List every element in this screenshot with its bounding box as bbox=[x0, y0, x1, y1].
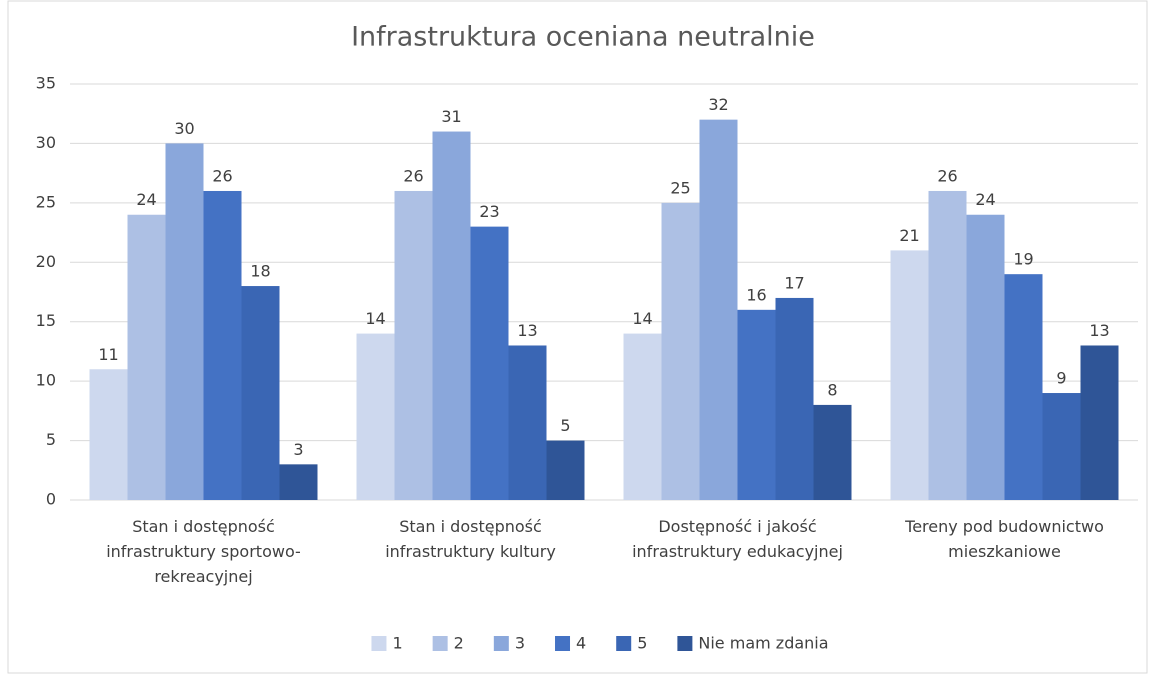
bar bbox=[775, 297, 814, 500]
bar bbox=[966, 214, 1005, 500]
data-label: 17 bbox=[784, 273, 804, 292]
x-tick-label: Tereny pod budownictwo mieszkaniowe bbox=[905, 517, 1104, 561]
x-tick-label: Stan i dostępność infrastruktury sportow… bbox=[106, 517, 301, 586]
legend-swatch bbox=[616, 636, 632, 651]
bar bbox=[89, 369, 128, 500]
y-tick-label: 5 bbox=[46, 430, 56, 449]
legend-swatch bbox=[432, 636, 448, 651]
data-label: 24 bbox=[136, 190, 156, 209]
bar bbox=[127, 214, 166, 500]
legend-label: 4 bbox=[576, 634, 586, 653]
data-label: 23 bbox=[479, 202, 499, 221]
data-label: 13 bbox=[1089, 321, 1109, 340]
data-label: 19 bbox=[1013, 250, 1033, 269]
data-label: 16 bbox=[746, 285, 766, 304]
legend-swatch bbox=[493, 636, 509, 651]
bar bbox=[737, 309, 776, 500]
data-label: 14 bbox=[632, 309, 652, 328]
data-label: 26 bbox=[212, 166, 232, 185]
bar bbox=[508, 345, 547, 500]
legend-swatch bbox=[371, 636, 387, 651]
y-tick-label: 35 bbox=[36, 74, 56, 93]
legend-label: 2 bbox=[454, 634, 464, 653]
y-tick-label: 15 bbox=[36, 311, 56, 330]
data-label: 26 bbox=[403, 166, 423, 185]
legend-label: 3 bbox=[515, 634, 525, 653]
data-label: 31 bbox=[441, 107, 461, 126]
data-label: 9 bbox=[1056, 369, 1066, 388]
legend-swatch bbox=[677, 636, 693, 651]
bar bbox=[165, 143, 204, 500]
bar bbox=[203, 190, 242, 500]
bar bbox=[394, 190, 433, 500]
chart-title: Infrastruktura oceniana neutralnie bbox=[351, 22, 815, 53]
legend-swatch bbox=[555, 636, 571, 651]
bar bbox=[432, 131, 471, 501]
legend-label: 5 bbox=[637, 634, 647, 653]
legend-label: 1 bbox=[392, 634, 402, 653]
data-label: 18 bbox=[250, 262, 270, 281]
data-label: 32 bbox=[708, 95, 728, 114]
bar bbox=[279, 464, 318, 500]
legend: 1 2 3 4 5 Nie mam zdania bbox=[371, 634, 829, 653]
bar bbox=[623, 333, 662, 500]
bar bbox=[546, 440, 585, 500]
bar bbox=[470, 226, 509, 500]
y-tick-label: 0 bbox=[46, 490, 56, 509]
data-label: 8 bbox=[827, 380, 837, 399]
data-label: 21 bbox=[899, 226, 919, 245]
bar bbox=[356, 333, 395, 500]
legend-label: Nie mam zdania bbox=[698, 634, 828, 653]
data-label: 30 bbox=[174, 119, 194, 138]
y-tick-label: 20 bbox=[36, 252, 56, 271]
x-tick-label: Stan i dostępność infrastruktury kultury bbox=[385, 517, 556, 561]
bar bbox=[661, 202, 700, 500]
bar bbox=[241, 286, 280, 500]
data-label: 11 bbox=[98, 345, 118, 364]
bar bbox=[890, 250, 929, 500]
y-tick-label: 30 bbox=[36, 133, 56, 152]
bar bbox=[1004, 274, 1043, 500]
y-tick-label: 25 bbox=[36, 192, 56, 211]
data-label: 14 bbox=[365, 309, 385, 328]
bar bbox=[1080, 345, 1119, 500]
data-label: 26 bbox=[937, 166, 957, 185]
data-label: 24 bbox=[975, 190, 995, 209]
data-label: 25 bbox=[670, 178, 690, 197]
bar bbox=[699, 119, 738, 501]
data-label: 5 bbox=[560, 416, 570, 435]
data-label: 3 bbox=[293, 440, 303, 459]
x-tick-label: Dostępność i jakość infrastruktury eduka… bbox=[632, 517, 843, 561]
bar bbox=[928, 190, 967, 500]
data-label: 13 bbox=[517, 321, 537, 340]
bar bbox=[813, 404, 852, 500]
bar bbox=[1042, 393, 1081, 500]
y-tick-label: 10 bbox=[36, 371, 56, 390]
